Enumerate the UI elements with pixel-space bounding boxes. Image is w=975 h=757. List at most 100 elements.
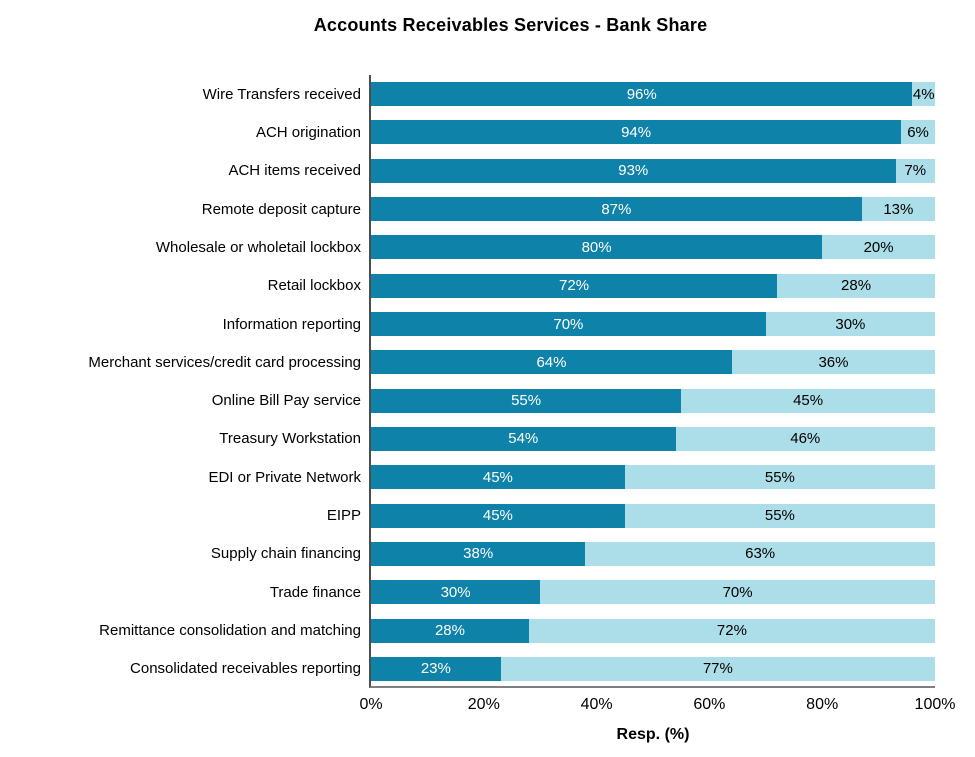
bar-segment-remainder: 6% — [901, 120, 935, 145]
chart-row: Retail lockbox 72% 28% — [0, 267, 935, 305]
value-label: 63% — [745, 545, 776, 563]
value-label: 20% — [863, 238, 894, 256]
category-label: Supply chain financing — [210, 545, 361, 563]
bar-track: 54% 46% — [371, 426, 935, 451]
value-label: 55% — [764, 507, 795, 525]
category-label: Wire Transfers received — [202, 85, 361, 103]
bar-segment-bank-share: 96% — [371, 82, 913, 107]
x-axis-tick-labels: 0% 20% 40% 60% 80% 100% — [359, 696, 955, 716]
bar-segment-bank-share: 23% — [371, 656, 501, 681]
value-label: 77% — [702, 660, 733, 678]
category-label: Consolidated receivables reporting — [130, 660, 361, 678]
bar-track: 87% 13% — [371, 197, 935, 222]
value-label: 70% — [553, 315, 584, 333]
bar-segment-bank-share: 94% — [371, 120, 902, 145]
bar-segment-remainder: 70% — [540, 580, 935, 605]
category-label: Remote deposit capture — [201, 200, 361, 218]
value-label: 55% — [764, 468, 795, 486]
chart-row: EDI or Private Network 45% 55% — [0, 458, 935, 496]
value-label: 70% — [722, 583, 753, 601]
value-label: 45% — [793, 392, 824, 410]
value-label: 45% — [482, 468, 513, 486]
chart-row: Information reporting 70% 30% — [0, 305, 935, 343]
bar-segment-bank-share: 28% — [371, 618, 529, 643]
category-label: Merchant services/credit card processing — [88, 353, 361, 371]
bar-track: 70% 30% — [371, 312, 935, 337]
value-label: 80% — [581, 238, 612, 256]
value-label: 72% — [716, 622, 747, 640]
bar-segment-remainder: 72% — [528, 618, 935, 643]
bar-track: 64% 36% — [371, 350, 935, 375]
bar-segment-remainder: 46% — [675, 426, 935, 451]
value-label: 87% — [601, 200, 632, 218]
category-label: EDI or Private Network — [208, 468, 361, 486]
bar-segment-bank-share: 64% — [371, 350, 732, 375]
chart-row: Trade finance 30% 70% — [0, 573, 935, 611]
value-label: 54% — [508, 430, 539, 448]
bar-segment-remainder: 77% — [500, 656, 935, 681]
bar-track: 93% 7% — [371, 158, 935, 183]
value-label: 64% — [536, 353, 567, 371]
value-label: 72% — [559, 277, 590, 295]
x-tick-label: 40% — [580, 696, 613, 713]
category-label: ACH items received — [228, 162, 361, 180]
value-label: 55% — [511, 392, 542, 410]
chart-row: Remittance consolidation and matching 28%… — [0, 611, 935, 649]
bar-track: 30% 70% — [371, 580, 935, 605]
value-label: 13% — [883, 200, 914, 218]
chart-row: Supply chain financing 38% 63% — [0, 535, 935, 573]
category-label: Information reporting — [222, 315, 361, 333]
bar-segment-bank-share: 45% — [371, 503, 625, 528]
value-label: 45% — [482, 507, 513, 525]
bar-segment-bank-share: 93% — [371, 158, 896, 183]
bar-track: 55% 45% — [371, 388, 935, 413]
value-label: 4% — [912, 85, 935, 103]
chart-row: EIPP 45% 55% — [0, 496, 935, 534]
bar-segment-remainder: 28% — [777, 273, 935, 298]
value-label: 94% — [621, 123, 652, 141]
value-label: 28% — [434, 622, 465, 640]
bar-track: 45% 55% — [371, 503, 935, 528]
chart-row: ACH origination 94% 6% — [0, 113, 935, 151]
x-axis-title: Resp. (%) — [616, 726, 690, 743]
bar-track: 72% 28% — [371, 273, 935, 298]
value-label: 23% — [420, 660, 451, 678]
bar-segment-bank-share: 30% — [371, 580, 541, 605]
bar-segment-bank-share: 87% — [371, 197, 862, 222]
value-label: 46% — [790, 430, 821, 448]
value-label: 30% — [440, 583, 471, 601]
x-tick-label: 0% — [359, 696, 383, 713]
bar-track: 96% 4% — [371, 82, 935, 107]
bar-segment-remainder: 30% — [765, 312, 935, 337]
x-tick-label: 20% — [467, 696, 500, 713]
bar-segment-bank-share: 38% — [371, 541, 586, 566]
chart-row: Remote deposit capture 87% 13% — [0, 190, 935, 228]
value-label: 6% — [907, 123, 929, 141]
value-label: 38% — [463, 545, 494, 563]
bar-segment-remainder: 45% — [681, 388, 935, 413]
x-tick-label: 80% — [806, 696, 839, 713]
bar-segment-bank-share: 80% — [371, 235, 823, 260]
chart-row: Online Bill Pay service 55% 45% — [0, 382, 935, 420]
bar-segment-bank-share: 54% — [371, 426, 676, 451]
bar-track: 94% 6% — [371, 120, 935, 145]
chart-row: Wholesale or wholetail lockbox 80% 20% — [0, 228, 935, 266]
category-label: Online Bill Pay service — [211, 392, 361, 410]
x-tick-label: 60% — [693, 696, 726, 713]
chart-row: Treasury Workstation 54% 46% — [0, 420, 935, 458]
bar-segment-remainder: 36% — [731, 350, 935, 375]
bar-segment-bank-share: 45% — [371, 465, 625, 490]
category-label: Treasury Workstation — [219, 430, 361, 448]
value-label: 93% — [618, 162, 649, 180]
bar-track: 38% 63% — [371, 541, 935, 566]
chart-row: ACH items received 93% 7% — [0, 152, 935, 190]
value-label: 30% — [835, 315, 866, 333]
bar-segment-remainder: 13% — [861, 197, 935, 222]
bar-track: 45% 55% — [371, 465, 935, 490]
category-label: Trade finance — [269, 583, 361, 601]
value-label: 96% — [626, 85, 657, 103]
bar-segment-bank-share: 72% — [371, 273, 778, 298]
bar-segment-remainder: 55% — [624, 503, 935, 528]
x-tick-label: 100% — [914, 696, 956, 713]
